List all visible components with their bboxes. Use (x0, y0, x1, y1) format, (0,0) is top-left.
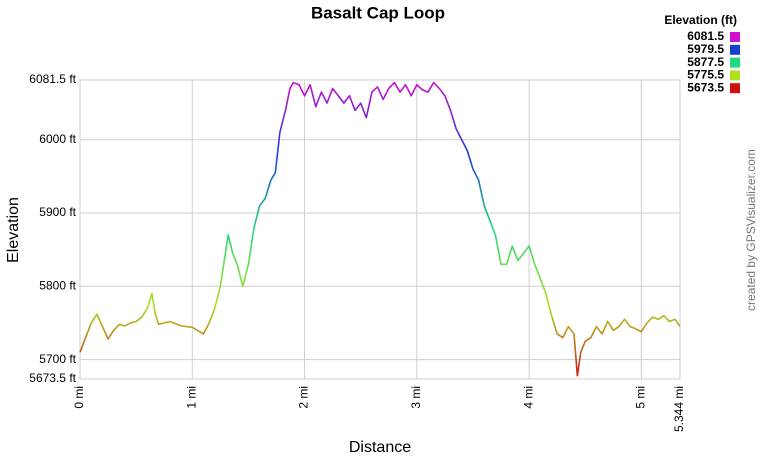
legend-title: Elevation (ft) (664, 13, 737, 27)
legend-swatch (730, 44, 740, 55)
y-axis-label: Elevation (5, 197, 22, 263)
legend-swatch (730, 57, 740, 68)
x-tick-label: 1 mi (184, 386, 198, 409)
legend-label: 5979.5 (687, 42, 724, 56)
y-tick-label: 6000 ft (39, 132, 76, 146)
x-tick-label: 4 mi (521, 386, 535, 409)
x-tick-label: 0 mi (72, 386, 86, 409)
x-tick-label: 5.344 mi (672, 386, 686, 432)
y-tick-label: 5900 ft (39, 205, 76, 219)
legend-label: 5775.5 (687, 68, 724, 82)
y-tick-label: 5800 ft (39, 278, 76, 292)
x-axis-label: Distance (349, 439, 411, 456)
legend-label: 5673.5 (687, 80, 724, 94)
elevation-line (79, 81, 681, 377)
x-tick-label: 2 mi (297, 386, 311, 409)
x-tick-label: 3 mi (409, 386, 423, 409)
legend-label: 5877.5 (687, 55, 724, 69)
watermark: created by GPSVisualizer.com (744, 149, 758, 311)
legend-swatch (730, 32, 740, 42)
legend-swatch (730, 70, 740, 81)
y-tick-label: 6081.5 ft (29, 72, 76, 86)
legend-swatch (730, 83, 740, 94)
y-tick-label: 5700 ft (39, 352, 76, 366)
x-tick-label: 5 mi (634, 386, 648, 409)
y-tick-label: 5673.5 ft (29, 371, 76, 385)
legend-label: 6081.5 (687, 29, 724, 43)
chart-title: Basalt Cap Loop (311, 3, 445, 22)
plot-area (79, 79, 681, 380)
